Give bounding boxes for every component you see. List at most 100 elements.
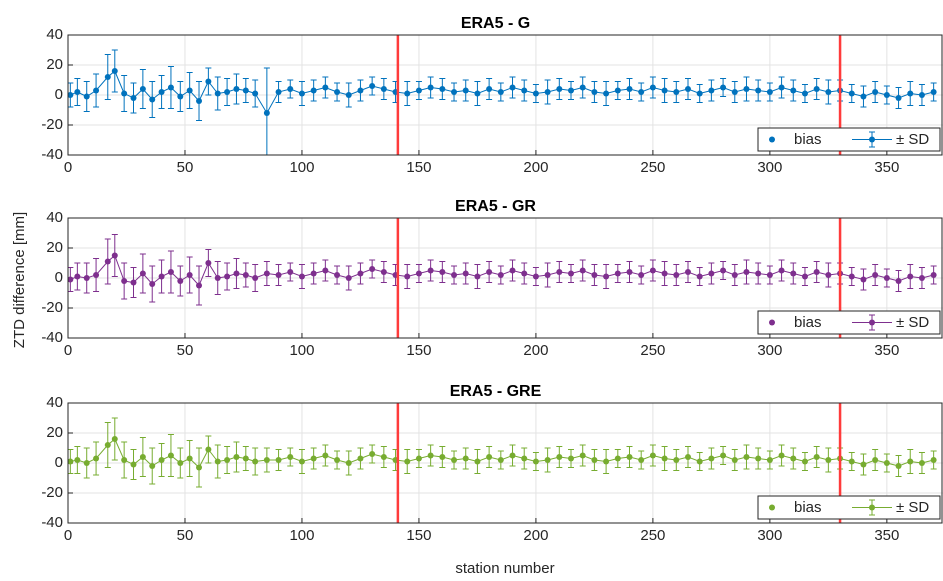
bias-point	[214, 275, 221, 281]
bias-point	[556, 269, 563, 275]
bias-point	[451, 272, 458, 278]
bias-point	[233, 86, 240, 92]
bias-point	[357, 270, 364, 277]
bias-point	[415, 270, 422, 277]
legend-marker	[869, 504, 875, 511]
bias-point	[509, 84, 516, 91]
bias-point	[104, 442, 111, 448]
bias-point	[233, 270, 240, 277]
bias-point	[104, 74, 111, 80]
bias-point	[626, 86, 633, 92]
bias-point	[186, 87, 193, 94]
x-tick-label: 200	[523, 342, 548, 359]
bias-point	[439, 86, 446, 92]
bias-point	[205, 260, 212, 266]
bias-point	[860, 461, 867, 468]
bias-point	[813, 86, 820, 92]
bias-point	[121, 90, 128, 97]
bias-point	[825, 457, 832, 463]
y-tick-label: 0	[55, 86, 63, 103]
x-tick-label: 150	[406, 527, 431, 544]
legend-label: ± SD	[896, 499, 929, 516]
bias-point	[813, 454, 820, 460]
legend-label: bias	[794, 499, 822, 516]
bias-point	[369, 451, 376, 457]
bias-point	[614, 87, 621, 94]
y-tick-label: 20	[46, 239, 63, 256]
bias-point	[121, 278, 128, 284]
bias-point	[930, 457, 937, 463]
legend-label: bias	[794, 131, 822, 148]
bias-point	[801, 458, 808, 465]
bias-point	[579, 84, 586, 91]
legend-box	[757, 127, 941, 152]
bias-point	[521, 455, 528, 462]
bias-point	[556, 86, 563, 92]
bias-point	[579, 267, 586, 274]
legend-box	[757, 495, 941, 520]
bias-point	[427, 84, 434, 91]
bias-point	[638, 457, 645, 463]
bias-point	[451, 457, 458, 463]
bias-point	[369, 83, 376, 89]
bias-point	[451, 89, 458, 95]
bias-point	[83, 460, 90, 466]
bias-point	[474, 90, 481, 97]
bias-point	[415, 87, 422, 94]
bias-point	[345, 275, 352, 281]
bias-point	[872, 272, 879, 278]
bias-point	[345, 92, 352, 98]
x-tick-label: 150	[406, 159, 431, 176]
x-tick-label: 0	[64, 159, 72, 176]
bias-point	[214, 90, 221, 97]
bias-point	[918, 275, 925, 281]
bias-point	[521, 87, 528, 94]
legend-marker	[869, 319, 875, 326]
bias-point	[778, 267, 785, 274]
bias-point	[474, 273, 481, 280]
bias-point	[322, 84, 329, 91]
bias-point	[568, 270, 575, 277]
bias-point	[848, 273, 855, 280]
legend-box	[757, 310, 941, 335]
bias-point	[130, 461, 137, 468]
y-tick-label: -20	[41, 116, 63, 133]
bias-point	[177, 93, 184, 100]
bias-point	[638, 272, 645, 278]
bias-point	[149, 96, 156, 103]
bias-point	[755, 87, 762, 94]
bias-point	[196, 464, 203, 471]
chart-title: ERA5 - GRE	[450, 383, 542, 400]
axes-box	[67, 402, 943, 524]
chart-title: ERA5 - GR	[455, 198, 536, 215]
bias-point	[684, 269, 691, 275]
bias-point	[614, 455, 621, 462]
bias-point	[743, 454, 750, 460]
bias-point	[579, 452, 586, 459]
bias-point	[224, 273, 231, 280]
bias-point	[462, 87, 469, 94]
bias-point	[930, 89, 937, 95]
bias-point	[766, 457, 773, 463]
bias-point	[778, 452, 785, 459]
bias-point	[825, 272, 832, 278]
bias-point	[334, 457, 341, 463]
bias-point	[275, 457, 282, 463]
bias-point	[298, 273, 305, 280]
bias-point	[334, 89, 341, 95]
x-tick-label: 350	[874, 527, 899, 544]
bias-point	[755, 455, 762, 462]
bias-point	[74, 457, 81, 463]
x-tick-label: 0	[64, 527, 72, 544]
bias-point	[130, 95, 137, 101]
bias-point	[743, 269, 750, 275]
bias-point	[224, 457, 231, 463]
legend-marker	[869, 136, 875, 143]
bias-point	[614, 270, 621, 277]
bias-point	[684, 454, 691, 460]
bias-point	[111, 252, 118, 259]
bias-point	[848, 458, 855, 465]
bias-point	[177, 278, 184, 284]
plot-content	[68, 49, 937, 155]
bias-point	[591, 272, 598, 278]
